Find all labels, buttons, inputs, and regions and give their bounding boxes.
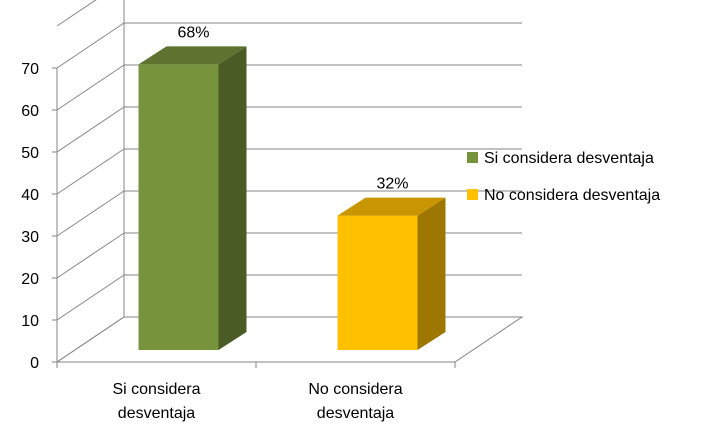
gridline-depth (56, 106, 125, 153)
x-category-label-line: Si considera (112, 381, 200, 398)
gridline-depth (56, 274, 125, 321)
y-tick-label: 30 (21, 229, 39, 246)
bar-top (337, 197, 446, 216)
legend: Si considera desventaja No considera desv… (467, 150, 660, 204)
x-category-label-line: desventaja (118, 405, 195, 422)
x-category-label: Si considera desventaja (112, 381, 200, 422)
bar-front (337, 215, 418, 350)
floor (55, 316, 524, 363)
bar-2 (337, 197, 446, 350)
y-tick-label: 20 (21, 271, 39, 288)
y-tick-label: 0 (30, 355, 39, 372)
x-category-label-line: desventaja (317, 405, 394, 422)
bar-1 (138, 46, 247, 351)
x-category-labels: Si considera desventaja No considera desven… (112, 381, 402, 422)
y-tick-label: 50 (21, 145, 39, 162)
y-tick-label: 60 (21, 103, 39, 120)
legend-item-1: Si considera desventaja (467, 150, 654, 167)
chart-walls (55, 0, 524, 363)
bar-side (218, 46, 247, 351)
gridline-depth (56, 64, 125, 111)
y-tick-label: 70 (21, 61, 39, 78)
data-label: 32% (376, 176, 408, 193)
legend-swatch (467, 189, 478, 200)
bar-front (138, 64, 219, 351)
bars (138, 46, 446, 351)
gridline-depth (56, 232, 125, 279)
y-tick-label: 10 (21, 313, 39, 330)
x-category-label: No considera desventaja (308, 381, 402, 422)
data-label: 68% (177, 24, 209, 41)
axes (52, 67, 456, 368)
bar-top (138, 46, 247, 65)
gridline-depth (56, 22, 125, 69)
gridline-depth (56, 190, 125, 237)
data-labels: 68% 32% (177, 24, 408, 192)
legend-label: Si considera desventaja (484, 150, 654, 167)
y-tick-labels: 0 10 20 30 40 50 60 70 (21, 61, 39, 372)
x-category-label-line: No considera (308, 381, 402, 398)
legend-swatch (467, 152, 478, 163)
legend-item-2: No considera desventaja (467, 187, 660, 204)
gridline-depth (56, 148, 125, 195)
bar-side (417, 197, 446, 350)
legend-label: No considera desventaja (484, 187, 660, 204)
gridline-depth (56, 316, 125, 363)
y-tick-label: 40 (21, 187, 39, 204)
gridline-depth (56, 0, 97, 27)
gridlines (56, 0, 522, 363)
